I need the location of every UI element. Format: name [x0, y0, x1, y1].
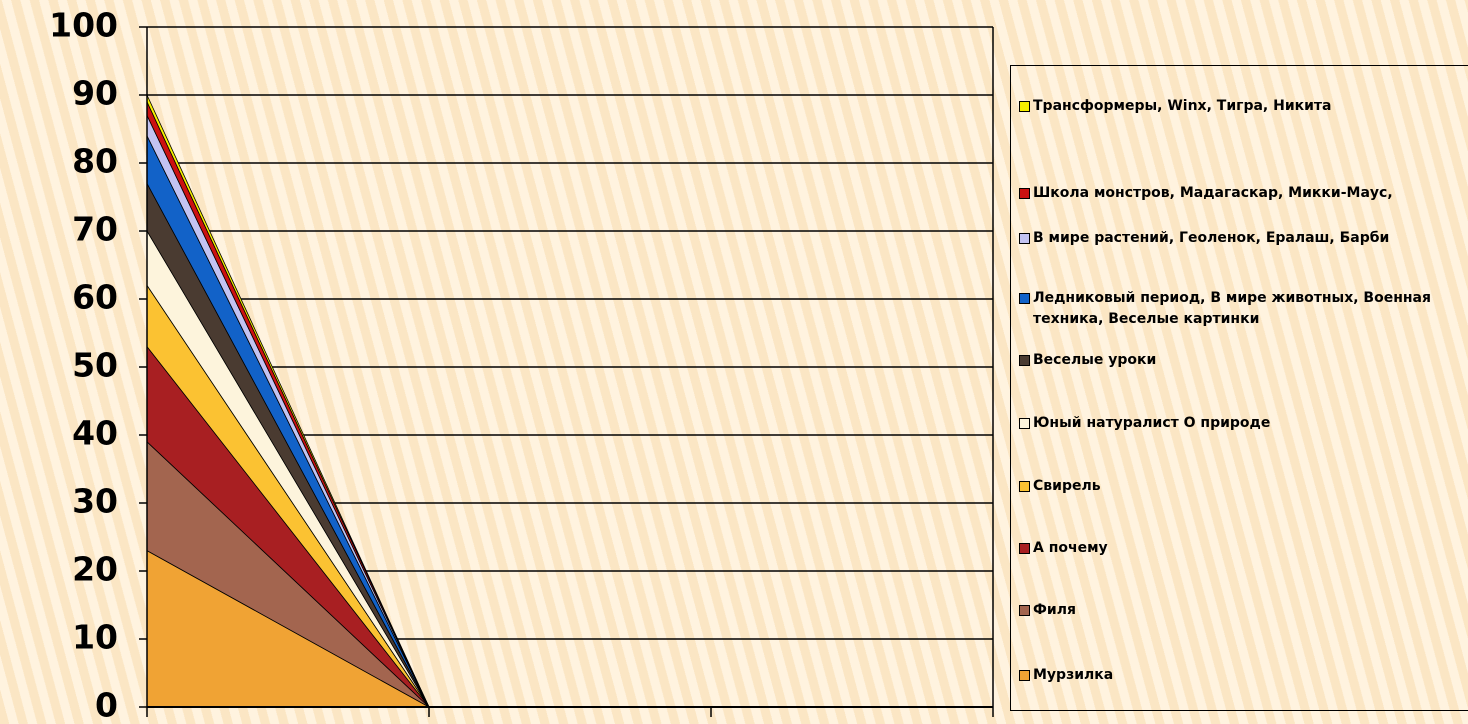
- y-tick-label: 30: [72, 482, 118, 521]
- y-tick-label: 40: [72, 414, 118, 453]
- legend-label: Юный натуралист О природе: [1033, 415, 1271, 431]
- legend-swatch: [1019, 670, 1030, 681]
- legend-item: Трансформеры, Winx, Тигра, Никита: [1019, 96, 1468, 117]
- legend-item: Мурзилка: [1019, 665, 1468, 686]
- y-tick-label: 80: [72, 142, 118, 181]
- legend-item: Веселые уроки: [1019, 350, 1468, 371]
- legend-label: Трансформеры, Winx, Тигра, Никита: [1033, 98, 1332, 114]
- legend-item: А почему: [1019, 538, 1468, 559]
- legend-item: Юный натуралист О природе: [1019, 413, 1468, 434]
- legend-label: Мурзилка: [1033, 667, 1114, 683]
- chart: 0 10 20 30 40 50 60 70 80 90 100: [49, 6, 994, 724]
- legend-swatch: [1019, 355, 1030, 366]
- legend-label: А почему: [1033, 540, 1108, 556]
- legend-item: Свирель: [1019, 476, 1468, 497]
- y-tick-label: 20: [72, 550, 118, 589]
- legend: Трансформеры, Winx, Тигра, Никита Школа м…: [1010, 65, 1468, 711]
- legend-swatch: [1019, 481, 1030, 492]
- legend-swatch: [1019, 605, 1030, 616]
- legend-label: Филя: [1033, 602, 1076, 618]
- legend-item: В мире растений, Геоленок, Ералаш, Барби: [1019, 228, 1468, 249]
- legend-item: Филя: [1019, 600, 1468, 621]
- legend-label: Школа монстров, Мадагаскар, Микки-Маус,: [1033, 185, 1393, 201]
- y-tick-label: 100: [49, 6, 118, 45]
- legend-label: В мире растений, Геоленок, Ералаш, Барби: [1033, 230, 1390, 246]
- legend-item: Ледниковый период, В мире животных, Воен…: [1019, 288, 1468, 330]
- legend-label: Веселые уроки: [1033, 352, 1157, 368]
- y-tick-label: 90: [72, 74, 118, 113]
- legend-label: Свирель: [1033, 478, 1101, 494]
- y-tick-label: 60: [72, 278, 118, 317]
- legend-swatch: [1019, 233, 1030, 244]
- legend-item: Школа монстров, Мадагаскар, Микки-Маус,: [1019, 183, 1468, 204]
- y-tick-label: 70: [72, 210, 118, 249]
- legend-label: Ледниковый период, В мире животных, Воен…: [1033, 290, 1431, 327]
- legend-swatch: [1019, 101, 1030, 112]
- y-tick-label: 10: [72, 618, 118, 657]
- legend-swatch: [1019, 543, 1030, 554]
- legend-swatch: [1019, 188, 1030, 199]
- y-tick-label: 0: [95, 686, 118, 724]
- legend-swatch: [1019, 293, 1030, 304]
- legend-swatch: [1019, 418, 1030, 429]
- y-tick-label: 50: [72, 346, 118, 385]
